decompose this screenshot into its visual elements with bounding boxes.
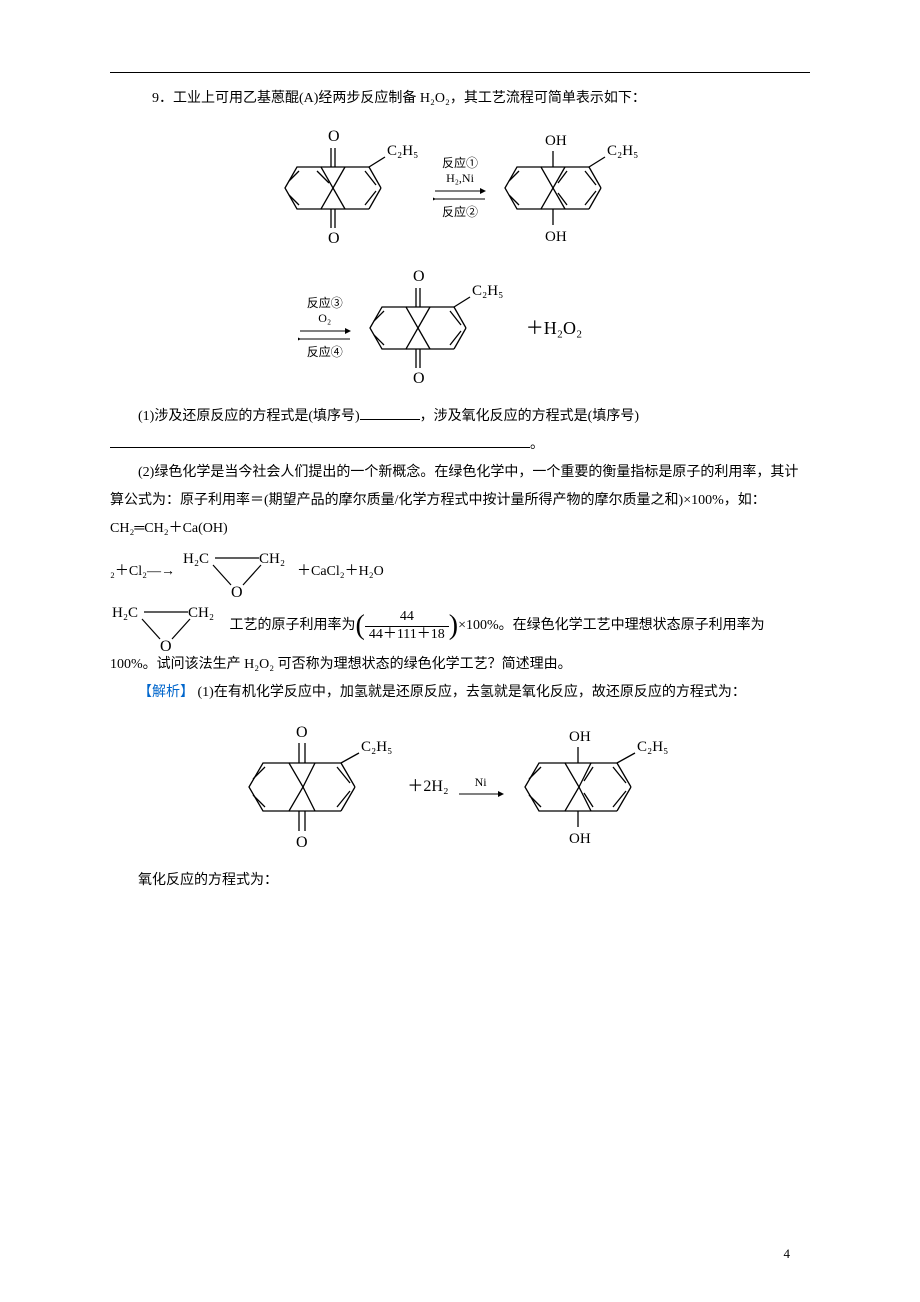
- svg-text:O: O: [328, 128, 340, 145]
- oxidation-intro: 氧化反应的方程式为：: [110, 867, 810, 895]
- page-content: 9．工业上可用乙基蒽醌(A)经两步反应制备 H₂O₂，其工艺流程可简单表示如下：: [110, 85, 810, 895]
- svg-text:CH₂: CH₂: [188, 605, 214, 621]
- reactant-anthraquinone: O O C₂H₅: [237, 717, 407, 857]
- svg-text:CH₂: CH₂: [259, 551, 285, 567]
- q2-p2: H₂C CH₂ O 工艺的原子利用率为(4444＋111＋18)×100%。在绿…: [110, 601, 810, 679]
- svg-text:C₂H₅: C₂H₅: [472, 283, 503, 299]
- svg-text:OH: OH: [569, 831, 591, 847]
- svg-text:O: O: [413, 370, 425, 387]
- svg-text:O: O: [413, 268, 425, 285]
- blank-oxidation: [110, 434, 530, 448]
- q1-line: (1)涉及还原反应的方程式是(填序号)，涉及氧化反应的方程式是(填序号): [110, 403, 810, 431]
- epoxide-structure: H₂C CH₂ O: [181, 547, 291, 597]
- intro-text: 工业上可用乙基蒽醌(A)经两步反应制备 H₂O₂，其工艺流程可简单表示如下：: [173, 91, 646, 106]
- svg-text:C₂H₅: C₂H₅: [387, 143, 418, 159]
- question-intro: 9．工业上可用乙基蒽醌(A)经两步反应制备 H₂O₂，其工艺流程可简单表示如下：: [110, 85, 810, 113]
- svg-text:C₂H₅: C₂H₅: [607, 143, 638, 159]
- svg-text:H₂C: H₂C: [112, 605, 138, 621]
- h2o2-product: ＋H₂O₂: [526, 310, 583, 346]
- epoxide-reaction: ₂＋Cl₂―→ H₂C CH₂ O ＋CaCl₂＋H₂O: [110, 547, 810, 597]
- svg-text:C₂H₅: C₂H₅: [361, 739, 392, 755]
- svg-text:H₂C: H₂C: [183, 551, 209, 567]
- svg-text:C₂H₅: C₂H₅: [637, 739, 668, 755]
- header-rule: [110, 72, 810, 73]
- svg-text:OH: OH: [569, 729, 591, 745]
- product-anthrahydroquinone: OH OH C₂H₅: [513, 717, 683, 857]
- analysis-label: 【解析】: [138, 685, 194, 700]
- page-number: 4: [784, 1246, 791, 1262]
- svg-text:O: O: [231, 584, 243, 597]
- q2-p1: (2)绿色化学是当今社会人们提出的一个新概念。在绿色化学中，一个重要的衡量指标是…: [110, 459, 810, 543]
- svg-text:O: O: [296, 834, 308, 851]
- blank-reduction: [360, 406, 420, 420]
- q-number: 9．: [152, 91, 173, 106]
- svg-text:O: O: [296, 724, 308, 741]
- analysis-p1: 【解析】 (1)在有机化学反应中，加氢就是还原反应，去氢就是氧化反应，故还原反应…: [110, 679, 810, 707]
- anthrahydroquinone-mol: OH OH C₂H₅: [495, 123, 645, 253]
- svg-text:OH: OH: [545, 229, 567, 245]
- anthraquinone-mol: O O C₂H₅: [275, 123, 425, 253]
- q1-line2: 。: [110, 431, 810, 459]
- anthraquinone-product-mol: O O C₂H₅: [360, 263, 510, 393]
- svg-text:O: O: [160, 638, 172, 651]
- svg-text:OH: OH: [545, 133, 567, 149]
- reduction-equation: O O C₂H₅ ＋2H₂ Ni: [110, 717, 810, 857]
- svg-text:O: O: [328, 230, 340, 247]
- reaction-arrow-2: 反应③ O₂ 反应④: [298, 296, 352, 359]
- reduction-arrow: Ni: [457, 775, 505, 799]
- reaction-arrow-1: 反应① H₂,Ni 反应②: [433, 156, 487, 219]
- epoxide-structure-repeat: H₂C CH₂ O: [110, 601, 220, 651]
- atom-util-fraction: (4444＋111＋18): [356, 609, 459, 644]
- reaction-scheme-1: O O C₂H₅ 反应① H₂,Ni 反应②: [110, 123, 810, 393]
- plus-h2: ＋2H₂: [407, 771, 448, 803]
